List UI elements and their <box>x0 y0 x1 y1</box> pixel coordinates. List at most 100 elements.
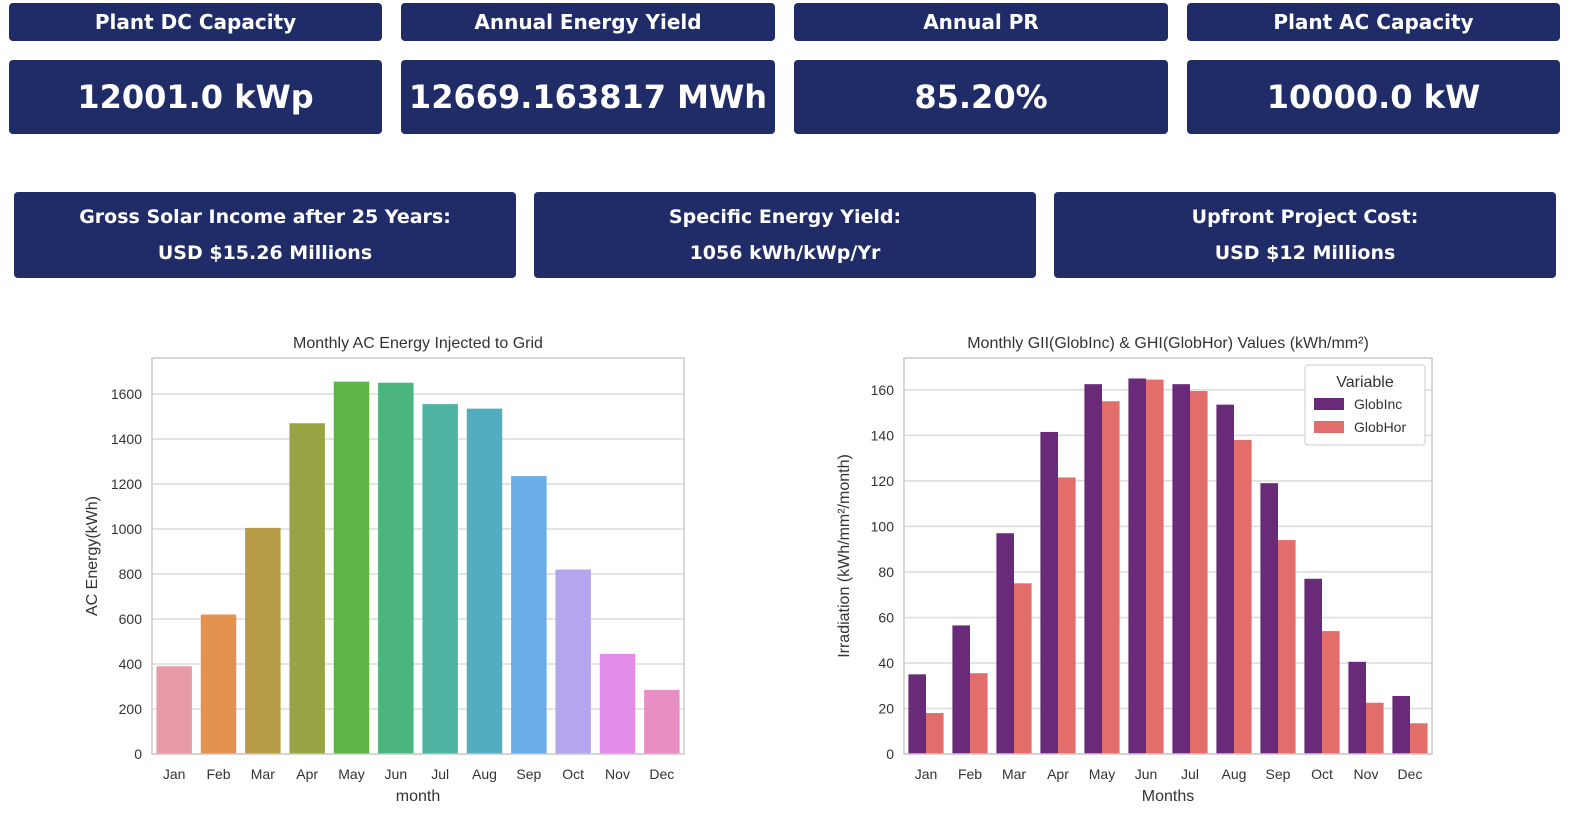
kpi-label-dc-capacity: Plant DC Capacity <box>9 3 382 41</box>
bar-globhor-oct <box>1322 631 1340 754</box>
bar-oct <box>555 569 591 754</box>
bar-globinc-jan <box>908 674 926 754</box>
bar-jun <box>378 382 414 754</box>
bar-globinc-mar <box>996 533 1014 754</box>
kpi-value-annual-pr: 85.20% <box>794 60 1168 134</box>
x-tick-label: Dec <box>649 766 674 782</box>
x-tick-label: Jan <box>163 766 186 782</box>
y-tick-label: 1400 <box>111 431 142 447</box>
chart-title: Monthly AC Energy Injected to Grid <box>293 335 543 352</box>
bar-globinc-jul <box>1172 384 1190 754</box>
x-axis-label: Months <box>1142 788 1194 805</box>
plot-frame <box>903 357 1433 755</box>
y-tick-label: 80 <box>878 564 894 580</box>
legend-swatch-globinc <box>1314 398 1344 410</box>
y-tick-label: 160 <box>871 382 895 398</box>
x-tick-label: Nov <box>605 766 630 782</box>
bar-globhor-jan <box>926 713 944 754</box>
monthly-ac-energy-chart: Monthly AC Energy Injected to Grid 0 200 40… <box>84 335 685 805</box>
monthly-irradiation-chart: Monthly GII(GlobInc) & GHI(GlobHor) Valu… <box>836 335 1433 805</box>
x-tick-label: Jun <box>1135 766 1158 782</box>
y-tick-label: 400 <box>119 656 143 672</box>
y-tick-label: 20 <box>878 700 894 716</box>
x-tick-label: Jan <box>915 766 938 782</box>
bar-mar <box>245 527 281 754</box>
y-tick-label: 60 <box>878 609 894 625</box>
kpi-label-energy-yield: Annual Energy Yield <box>401 3 775 41</box>
x-tick-label: Oct <box>1311 766 1333 782</box>
info-value: USD $15.26 Millions <box>157 242 373 264</box>
bar-globinc-dec <box>1392 695 1410 754</box>
legend-label: GlobHor <box>1354 419 1406 435</box>
x-tick-label: May <box>338 766 364 782</box>
bar-globhor-aug <box>1234 439 1252 754</box>
bar-globhor-nov <box>1366 702 1384 754</box>
kpi-label-annual-pr: Annual PR <box>794 3 1168 41</box>
x-tick-label: Oct <box>562 766 584 782</box>
x-tick-label: May <box>1089 766 1115 782</box>
x-tick-label: Mar <box>251 766 275 782</box>
bar-globhor-dec <box>1410 723 1428 754</box>
x-tick-label: Aug <box>1222 766 1247 782</box>
y-axis-label: AC Energy(kWh) <box>84 496 101 616</box>
x-tick-label: Sep <box>1266 766 1291 782</box>
y-tick-label: 1600 <box>111 386 142 402</box>
x-tick-label: Jul <box>431 766 449 782</box>
kpi-label-ac-capacity: Plant AC Capacity <box>1187 3 1560 41</box>
x-tick-label: Mar <box>1002 766 1026 782</box>
x-tick-label: Aug <box>472 766 497 782</box>
bar-globinc-feb <box>952 625 970 754</box>
y-tick-label: 100 <box>871 518 895 534</box>
y-tick-label: 120 <box>871 473 895 489</box>
bar-may <box>333 381 370 754</box>
bar-globhor-feb <box>970 673 988 754</box>
x-tick-label: Sep <box>516 766 541 782</box>
info-box-upfront-cost: Upfront Project Cost: USD $12 Millions <box>1054 192 1556 278</box>
x-tick-label: Apr <box>296 766 318 782</box>
plot-frame <box>151 357 685 755</box>
info-box-specific-yield: Specific Energy Yield: 1056 kWh/kWp/Yr <box>534 192 1036 278</box>
chart-title: Monthly GII(GlobInc) & GHI(GlobHor) Valu… <box>967 335 1369 352</box>
y-tick-label: 40 <box>878 655 894 671</box>
bar-globhor-may <box>1102 401 1120 754</box>
x-tick-label: Nov <box>1354 766 1379 782</box>
bar-globinc-nov <box>1348 661 1366 754</box>
legend-title: Variable <box>1336 374 1394 391</box>
bar-globhor-jun <box>1146 379 1164 754</box>
info-box-gross-income: Gross Solar Income after 25 Years: USD $… <box>14 192 516 278</box>
legend-label: GlobInc <box>1354 396 1402 412</box>
bar-globinc-aug <box>1216 404 1234 754</box>
kpi-value-dc-capacity: 12001.0 kWp <box>9 60 382 134</box>
info-value: 1056 kWh/kWp/Yr <box>689 242 881 264</box>
bar-feb <box>200 614 237 754</box>
x-tick-label: Dec <box>1398 766 1423 782</box>
bar-globhor-jul <box>1190 391 1208 754</box>
bar-dec <box>644 689 680 754</box>
info-title: Upfront Project Cost: <box>1191 206 1419 228</box>
kpi-value-energy-yield: 12669.163817 MWh <box>401 60 775 134</box>
bar-globinc-may <box>1084 384 1102 754</box>
x-axis-label: month <box>396 788 440 805</box>
bar-globinc-apr <box>1040 431 1058 754</box>
info-title: Specific Energy Yield: <box>668 206 902 228</box>
y-tick-label: 200 <box>119 701 143 717</box>
bar-globhor-apr <box>1058 477 1076 754</box>
x-tick-label: Jun <box>385 766 408 782</box>
x-tick-label: Jul <box>1181 766 1199 782</box>
info-value: USD $12 Millions <box>1214 242 1396 264</box>
bar-globhor-sep <box>1278 540 1296 754</box>
y-tick-label: 1000 <box>111 521 142 537</box>
x-tick-label: Feb <box>206 766 230 782</box>
y-tick-label: 0 <box>886 746 894 762</box>
bar-aug <box>466 408 503 754</box>
y-tick-label: 800 <box>119 566 143 582</box>
bar-globhor-mar <box>1014 583 1032 754</box>
bar-nov <box>599 653 636 754</box>
kpi-value-ac-capacity: 10000.0 kW <box>1187 60 1560 134</box>
x-tick-label: Feb <box>958 766 982 782</box>
bar-jan <box>156 666 192 754</box>
y-tick-label: 600 <box>119 611 143 627</box>
y-tick-label: 140 <box>871 427 895 443</box>
bar-sep <box>511 476 547 754</box>
info-title: Gross Solar Income after 25 Years: <box>79 206 451 228</box>
